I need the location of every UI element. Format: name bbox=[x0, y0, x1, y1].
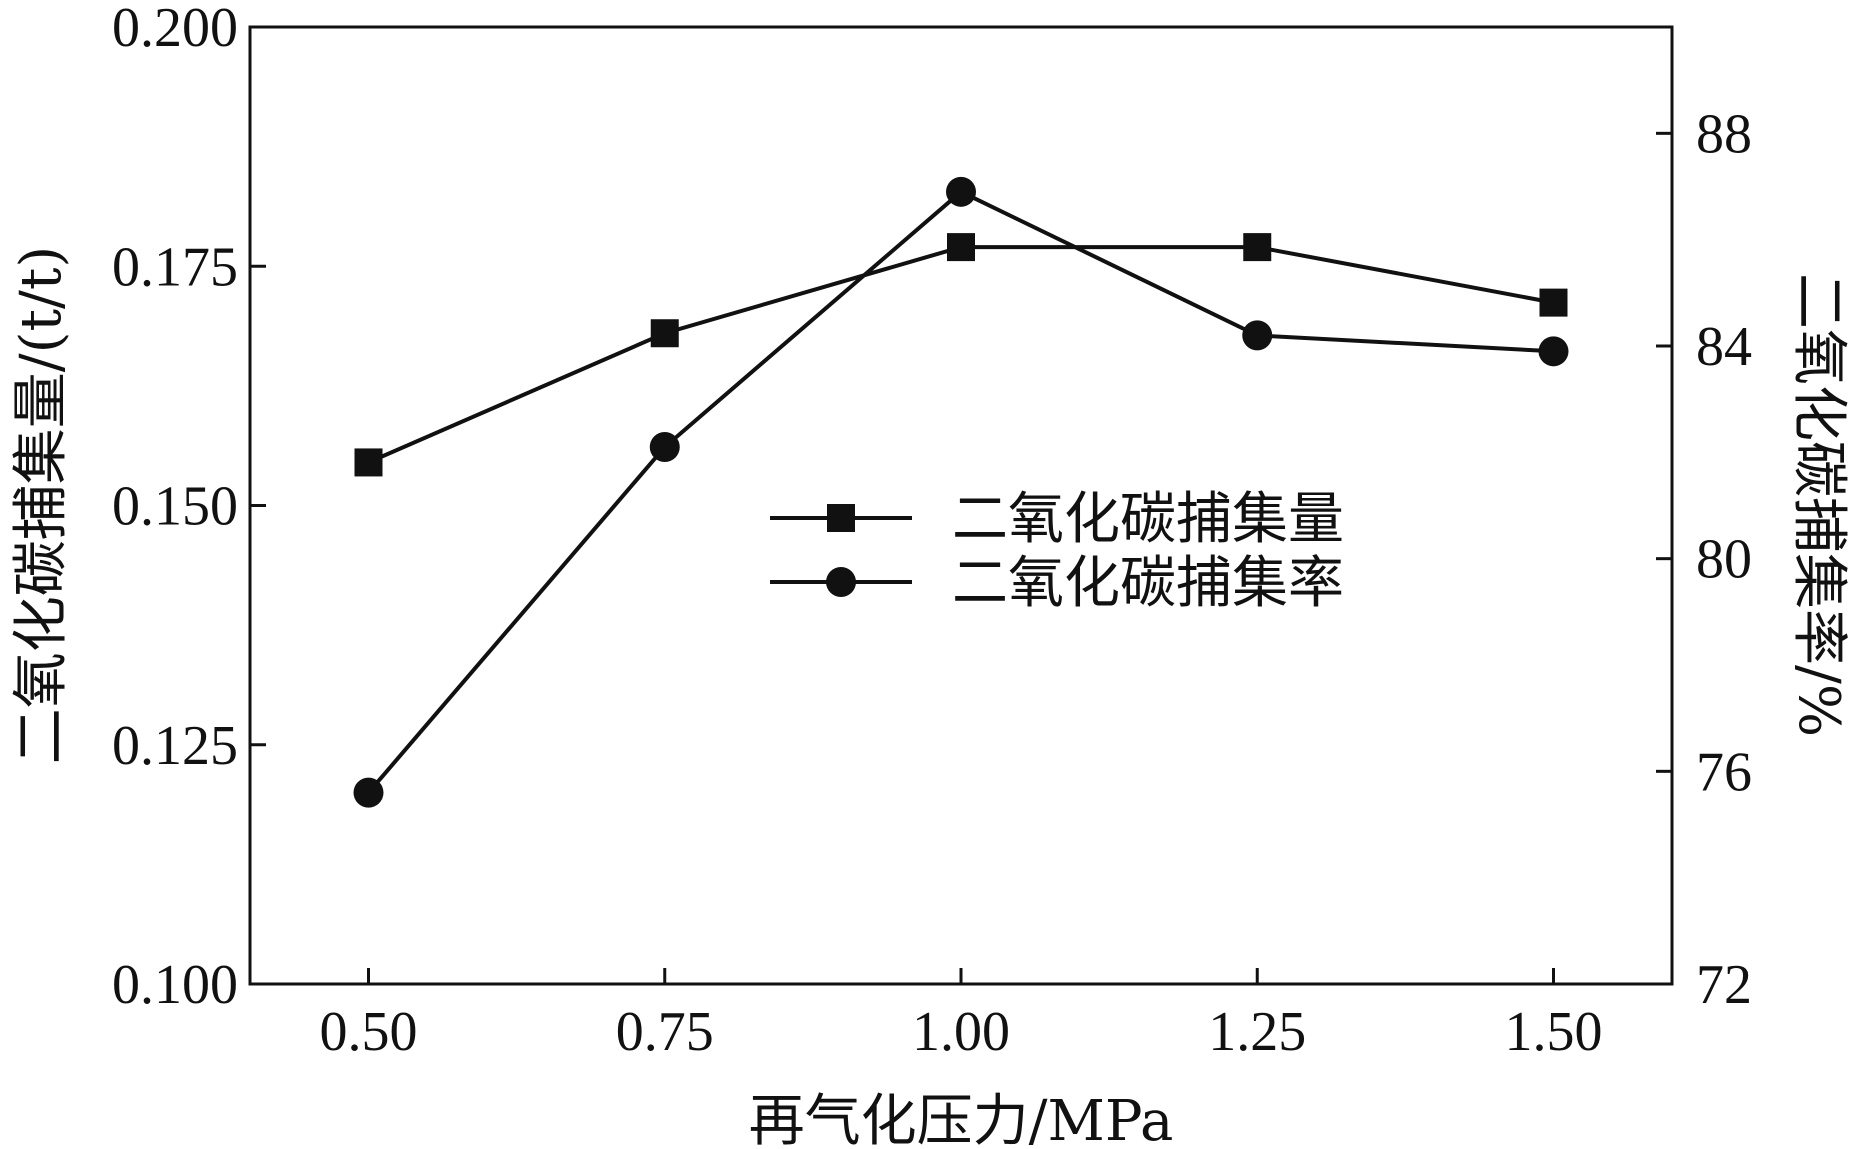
series-1-point bbox=[1539, 288, 1568, 317]
series-1-point bbox=[650, 319, 679, 348]
series-1-line bbox=[367, 245, 1554, 465]
series-2-point bbox=[1242, 320, 1273, 351]
right-tick-label: 80 bbox=[1696, 529, 1752, 591]
series-1-point bbox=[354, 448, 383, 477]
legend-label: 二氧化碳捕集量 bbox=[952, 487, 1344, 552]
left-tick-label: 0.100 bbox=[112, 954, 238, 1016]
series-layer bbox=[353, 176, 1569, 808]
left-y-axis: 0.100 0.125 0.150 0.175 0.200 bbox=[112, 0, 266, 1016]
left-tick-label: 0.150 bbox=[112, 476, 238, 538]
right-tick-label: 84 bbox=[1696, 316, 1752, 378]
series-1-point bbox=[1243, 233, 1272, 262]
left-tick-label: 0.125 bbox=[112, 715, 238, 777]
series-1-point bbox=[947, 233, 975, 262]
right-y-axis: 72 76 80 84 88 bbox=[1656, 103, 1752, 1016]
series-2 bbox=[353, 176, 1569, 808]
legend-item: 二氧化碳捕集量 bbox=[770, 487, 1344, 552]
series-2-point bbox=[1538, 336, 1569, 367]
x-tick-label: 1.25 bbox=[1208, 1001, 1306, 1063]
right-tick-label: 76 bbox=[1696, 741, 1752, 803]
legend-item: 二氧化碳捕集率 bbox=[770, 551, 1344, 616]
left-axis-title: 二氧化碳捕集量/(t/t) bbox=[9, 246, 74, 764]
x-tick-label: 1.00 bbox=[912, 1001, 1010, 1063]
x-tick-label: 0.50 bbox=[320, 1001, 418, 1063]
x-axis: 0.50 0.75 1.00 1.25 1.50 bbox=[320, 968, 1603, 1063]
left-tick-label: 0.200 bbox=[112, 0, 238, 59]
x-tick-label: 0.75 bbox=[616, 1001, 714, 1063]
x-tick-label: 1.50 bbox=[1505, 1001, 1603, 1063]
series-2-point bbox=[649, 432, 680, 463]
left-tick-label: 0.175 bbox=[112, 236, 238, 298]
series-1 bbox=[354, 233, 1568, 477]
legend-marker bbox=[827, 504, 855, 532]
right-tick-label: 72 bbox=[1696, 954, 1752, 1016]
legend-label: 二氧化碳捕集率 bbox=[952, 551, 1344, 616]
right-tick-label: 88 bbox=[1696, 103, 1752, 165]
x-axis-title: 再气化压力/MPa bbox=[749, 1089, 1174, 1149]
legend-marker bbox=[826, 567, 856, 597]
series-2-point bbox=[353, 777, 384, 808]
right-axis-title: 二氧化碳捕集率/% bbox=[1786, 273, 1851, 737]
series-2-point bbox=[946, 176, 976, 207]
